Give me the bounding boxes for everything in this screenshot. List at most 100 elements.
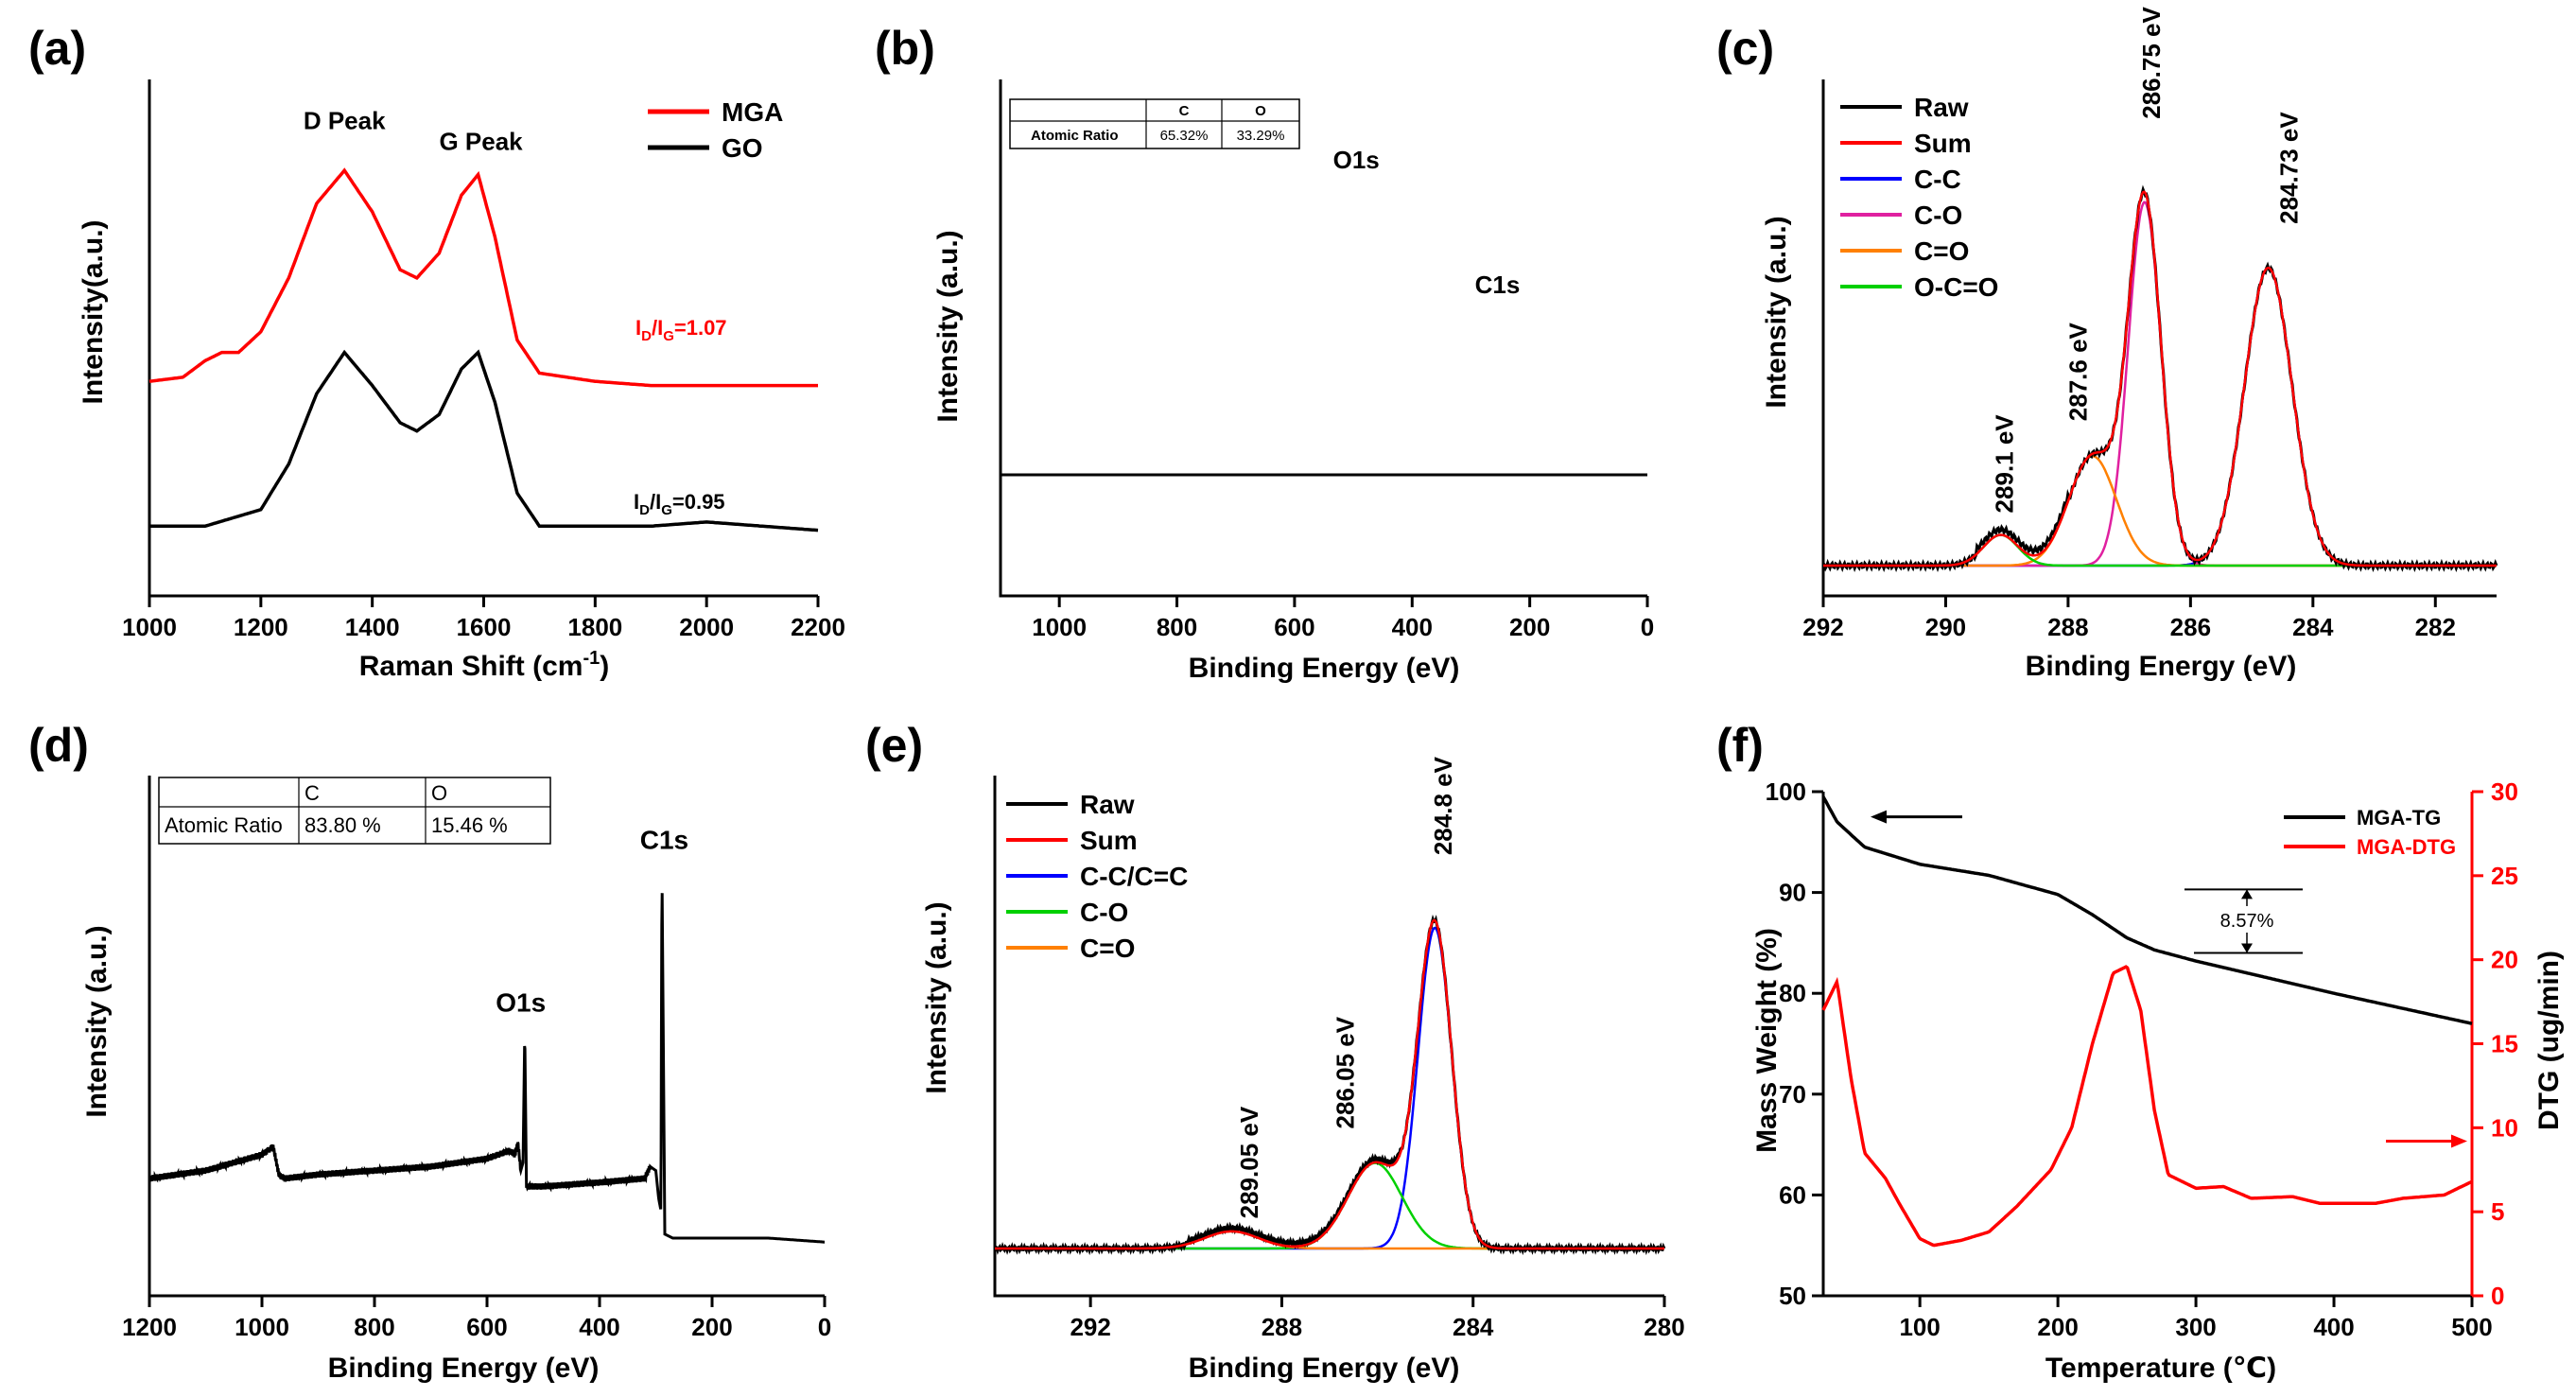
legend-label-o-c-o: O-C=O bbox=[1914, 272, 1998, 302]
a-xtick-label: 2000 bbox=[679, 613, 734, 641]
b-xtick-label: 600 bbox=[1274, 613, 1314, 641]
peak-annotation: D Peak bbox=[304, 106, 386, 134]
peak-annotation: O1s bbox=[1333, 146, 1380, 174]
panel-d-table: C O Atomic Ratio 83.80 % 15.46 % bbox=[158, 777, 551, 845]
e-xtick-label: 280 bbox=[1644, 1313, 1684, 1341]
table-b-row-label: Atomic Ratio bbox=[1031, 128, 1119, 144]
component-c-c-c-c bbox=[995, 926, 1664, 1250]
a-xtick-label: 1800 bbox=[567, 613, 622, 641]
d-xtick-label: 1000 bbox=[235, 1313, 289, 1341]
d-xtick-label: 800 bbox=[354, 1313, 394, 1341]
table-d-header-o: O bbox=[431, 781, 447, 805]
peak-label: 289.1 eV bbox=[1991, 414, 2019, 514]
d-xtick-label: 600 bbox=[466, 1313, 507, 1341]
loss-arrow-down bbox=[2241, 943, 2253, 953]
panel-c-label: (c) bbox=[1716, 22, 1774, 75]
peak-label: 286.75 eV bbox=[2137, 7, 2166, 119]
table-b-value-o: 33.29% bbox=[1237, 128, 1285, 144]
b-xtick-label: 0 bbox=[1641, 613, 1654, 641]
series-line-mga-tg bbox=[1821, 795, 2473, 1025]
f-axes-left bbox=[1821, 792, 2472, 1298]
f-y2tick-label: 20 bbox=[2491, 946, 2518, 974]
series-line-mga-dtg bbox=[1821, 965, 2473, 1248]
legend-label-mga-tg: MGA-TG bbox=[2357, 806, 2441, 829]
panel-b-ylabel: Intensity (a.u.) bbox=[932, 230, 964, 422]
panel-c-xlabel: Binding Energy (eV) bbox=[2026, 651, 2297, 682]
f-y2tick-label: 0 bbox=[2491, 1282, 2504, 1310]
f-y2tick-label: 30 bbox=[2491, 777, 2518, 806]
panel-e-plot: 292 288 284 280 284.8 eV 286.05 eV 289.05 eV Ra… bbox=[993, 756, 1685, 1341]
raw-line bbox=[993, 914, 1666, 1256]
peak-label: 287.6 eV bbox=[2063, 322, 2092, 421]
table-d-value-o: 15.46 % bbox=[431, 813, 508, 837]
table-b-value-c: 65.32% bbox=[1160, 128, 1209, 144]
f-y2tick-label: 5 bbox=[2491, 1197, 2504, 1226]
panel-f: (f) Mass Weight (%) DTG (ug/min) Tempera… bbox=[1716, 719, 2565, 1384]
a-xtick-label: 1000 bbox=[122, 613, 177, 641]
panel-d-xlabel: Binding Energy (eV) bbox=[328, 1353, 600, 1384]
f-ytick-label: 60 bbox=[1779, 1180, 1806, 1209]
e-xtick-label: 284 bbox=[1453, 1313, 1494, 1341]
c-xtick-label: 290 bbox=[1925, 613, 1966, 641]
c-xtick-label: 288 bbox=[2047, 613, 2088, 641]
f-xtick-label: 400 bbox=[2313, 1313, 2354, 1341]
b-xtick-label: 200 bbox=[1509, 613, 1550, 641]
panel-a-label: (a) bbox=[28, 22, 86, 75]
panel-f-y2label: DTG (ug/min) bbox=[2533, 951, 2565, 1130]
peak-annotation: O1s bbox=[496, 988, 546, 1018]
panel-a-ylabel: Intensity(a.u.) bbox=[78, 219, 109, 404]
table-b-header-c: C bbox=[1179, 103, 1190, 119]
table-b-header-o: O bbox=[1255, 103, 1266, 119]
legend-label-mga: MGA bbox=[722, 97, 783, 127]
panel-d-ylabel: Intensity (a.u.) bbox=[81, 925, 113, 1117]
legend-label-raw: Raw bbox=[1914, 93, 1969, 122]
peak-label: 289.05 eV bbox=[1235, 1106, 1263, 1218]
panel-c-ylabel: Intensity (a.u.) bbox=[1761, 216, 1792, 408]
d-xtick-label: 1200 bbox=[122, 1313, 177, 1341]
panel-f-xlabel: Temperature (℃) bbox=[2045, 1353, 2276, 1384]
series-line-mga bbox=[148, 167, 818, 388]
legend-label-c-o: C-O bbox=[1914, 201, 1962, 230]
right-axis-arrowhead bbox=[2451, 1134, 2467, 1148]
panel-b-xlabel: Binding Energy (eV) bbox=[1189, 653, 1460, 684]
e-xtick-label: 288 bbox=[1262, 1313, 1302, 1341]
panel-e-ylabel: Intensity (a.u.) bbox=[921, 901, 952, 1093]
d-xtick-label: 400 bbox=[579, 1313, 619, 1341]
e-xtick-label: 292 bbox=[1070, 1313, 1110, 1341]
panel-a: (a) Intensity(a.u.) Raman Shift (cm-1) M… bbox=[28, 22, 783, 682]
legend-label-mga-dtg: MGA-DTG bbox=[2357, 835, 2456, 859]
panel-c-plot: 292 290 288 286 284 282 286.75 eV 284.73 eV 287.… bbox=[1802, 7, 2498, 641]
panel-e: (e) Intensity (a.u.) Binding Energy (eV) bbox=[865, 719, 1459, 1384]
ratio-mga-label: ID/IG=1.07 bbox=[635, 316, 727, 344]
loss-label: 8.57% bbox=[2220, 911, 2274, 932]
f-xtick-label: 500 bbox=[2451, 1313, 2492, 1341]
legend-label-c-c: C-C bbox=[1914, 165, 1961, 194]
panel-a-plot: 1000 1200 1400 1600 1800 2000 2200 D Peak G Peak bbox=[122, 79, 845, 641]
sum-line bbox=[1823, 190, 2497, 568]
f-ytick-label: 70 bbox=[1779, 1080, 1806, 1109]
panel-d-label: (d) bbox=[28, 719, 89, 772]
f-ytick-label: 90 bbox=[1779, 879, 1806, 907]
left-axis-arrowhead bbox=[1871, 810, 1887, 824]
table-d-header-c: C bbox=[305, 781, 320, 805]
component-c-o bbox=[1823, 455, 2497, 568]
legend-label-c-o: C=O bbox=[1914, 236, 1969, 266]
legend-label-c-o: C=O bbox=[1080, 934, 1135, 963]
a-xtick-label: 1400 bbox=[345, 613, 400, 641]
panel-f-label: (f) bbox=[1716, 719, 1764, 772]
b-xtick-label: 800 bbox=[1157, 613, 1197, 641]
f-y2tick-label: 15 bbox=[2491, 1030, 2518, 1058]
f-ytick-label: 80 bbox=[1779, 979, 1806, 1007]
legend-label-sum: Sum bbox=[1080, 826, 1138, 855]
peak-annotation: G Peak bbox=[439, 127, 523, 155]
c-xtick-label: 282 bbox=[2415, 613, 2456, 641]
legend-label-c-o: C-O bbox=[1080, 898, 1128, 927]
a-xtick-label: 1600 bbox=[457, 613, 512, 641]
b-axes bbox=[999, 79, 1647, 598]
panel-b-table: C O Atomic Ratio 65.32% 33.29% bbox=[1009, 98, 1300, 149]
panel-d: (d) Intensity (a.u.) Binding Energy (eV)… bbox=[28, 719, 599, 1384]
loss-label-bg bbox=[2208, 905, 2286, 933]
legend-label-raw: Raw bbox=[1080, 790, 1135, 819]
d-axes bbox=[148, 776, 825, 1298]
